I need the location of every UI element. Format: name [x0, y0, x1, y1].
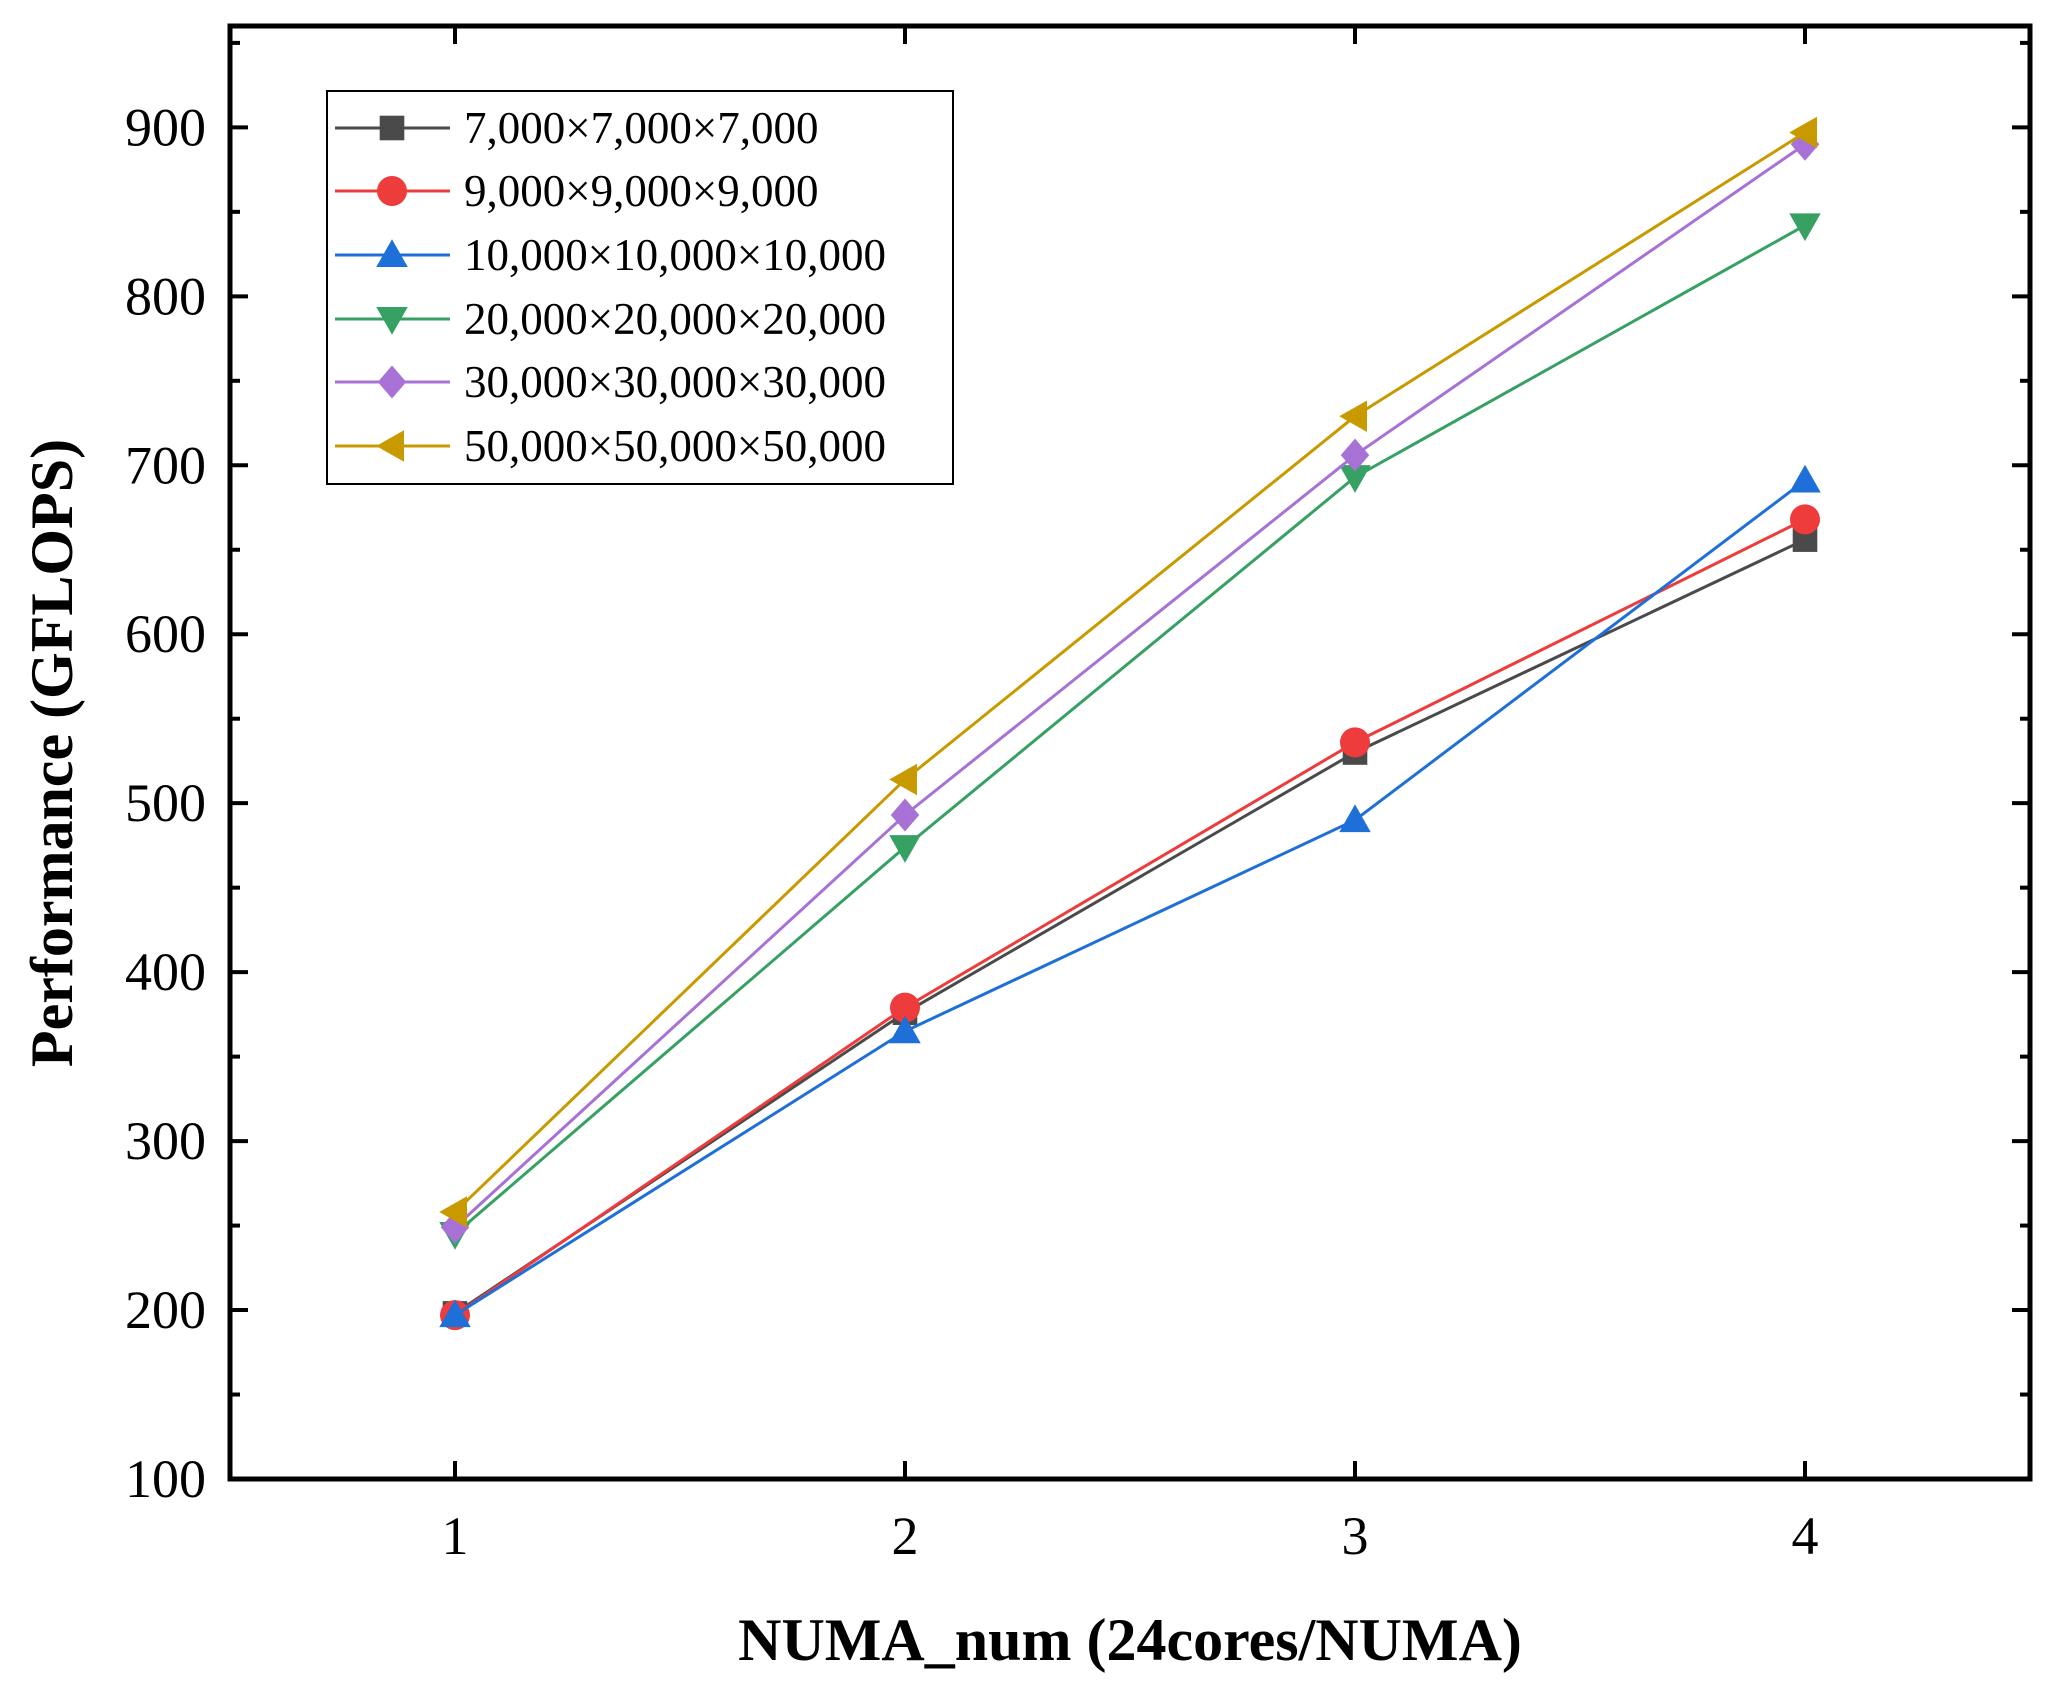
legend-label: 9,000×9,000×9,000	[464, 166, 819, 216]
data-point	[439, 1196, 467, 1228]
legend-markers	[335, 115, 450, 462]
legend-marker	[377, 176, 407, 206]
x-tick-label: 3	[1342, 1506, 1369, 1566]
y-tick-label: 900	[125, 97, 206, 157]
plot-frame	[227, 23, 2033, 1482]
series-line	[453, 131, 1806, 1214]
legend-marker	[376, 307, 408, 335]
x-tick-label: 2	[892, 1506, 919, 1566]
y-tick-label: 400	[125, 942, 206, 1002]
data-point	[890, 992, 920, 1023]
y-tick-label: 100	[125, 1449, 206, 1509]
legend-label: 20,000×20,000×20,000	[464, 294, 886, 344]
y-tick-label: 800	[125, 266, 206, 326]
series-line	[454, 518, 1806, 1317]
data-point	[1789, 116, 1817, 149]
series-line	[454, 479, 1806, 1317]
legend: 7,000×7,000×7,000 9,000×9,000×9,000 10,0…	[326, 90, 954, 485]
y-axis-title: Performance (GFLOPS)	[19, 439, 85, 1067]
data-point	[439, 1299, 471, 1328]
data-point	[1790, 504, 1820, 535]
x-tick-label: 4	[1792, 1506, 1819, 1566]
y-tick-label: 300	[125, 1111, 206, 1171]
series-line	[454, 224, 1806, 1236]
legend-marker	[376, 239, 408, 267]
y-tick-label: 500	[125, 773, 206, 833]
data-point	[889, 1015, 921, 1044]
series-group	[439, 464, 1821, 1328]
data-point	[1340, 727, 1370, 758]
y-tick-labels: 100 200 300 400 500 600 700 800 900	[125, 97, 206, 1509]
data-point	[1789, 464, 1821, 493]
legend-label: 30,000×30,000×30,000	[464, 357, 886, 407]
data-point	[1340, 438, 1370, 472]
x-axis-title: NUMA_num (24cores/NUMA)	[738, 1607, 1522, 1673]
series-layer	[439, 116, 1821, 1331]
series-line	[453, 143, 1806, 1229]
data-point	[889, 835, 921, 863]
legend-label: 10,000×10,000×10,000	[464, 230, 886, 280]
legend-label: 7,000×7,000×7,000	[464, 103, 819, 153]
data-point	[890, 798, 920, 832]
legend-marker	[377, 365, 407, 399]
x-tick-label: 1	[442, 1506, 469, 1566]
y-tick-label: 600	[125, 604, 206, 664]
data-point	[889, 763, 917, 796]
legend-box	[326, 90, 954, 485]
legend-label: 50,000×50,000×50,000	[464, 421, 886, 471]
series-group	[439, 116, 1817, 1228]
y-tick-label: 700	[125, 435, 206, 495]
x-tick-labels: 1 2 3 4	[442, 1506, 1819, 1566]
legend-marker	[376, 430, 404, 462]
data-point	[1339, 465, 1371, 493]
data-point	[1339, 400, 1367, 433]
data-point	[1789, 213, 1821, 242]
y-tick-label: 200	[125, 1280, 206, 1340]
legend-marker	[379, 115, 405, 141]
data-point	[1339, 804, 1371, 833]
